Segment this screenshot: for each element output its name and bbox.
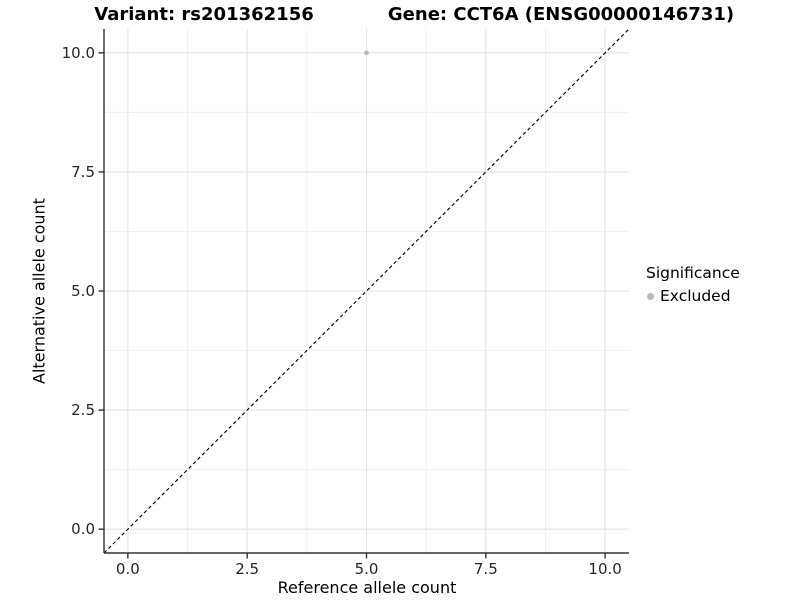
legend: Significance Excluded xyxy=(646,263,740,306)
identity-dashed-line xyxy=(103,28,630,554)
x-axis-tick-label: 5.0 xyxy=(354,560,379,578)
legend-point-icon xyxy=(647,292,654,300)
data-point xyxy=(364,50,369,56)
y-axis-tick-label: 10.0 xyxy=(61,43,95,62)
y-axis-tick-label: 2.5 xyxy=(71,401,95,420)
plot-panel xyxy=(98,28,630,559)
y-axis-tick-label: 0.0 xyxy=(71,520,95,539)
x-axis-tick-label: 10.0 xyxy=(588,560,622,578)
x-axis-tick-label: 2.5 xyxy=(235,560,260,578)
legend-item-excluded: Excluded xyxy=(646,286,740,306)
x-axis-tick-label: 0.0 xyxy=(115,560,140,578)
x-axis-tick-label: 7.5 xyxy=(473,560,498,578)
y-axis-tick-label: 5.0 xyxy=(71,282,95,300)
plot-title-variant: Variant: rs201362156 xyxy=(94,4,314,25)
legend-item-label: Excluded xyxy=(660,287,731,305)
x-axis-title: Reference allele count xyxy=(277,578,457,597)
legend-title: Significance xyxy=(646,264,740,282)
y-axis-tick-label: 7.5 xyxy=(71,162,95,181)
plot-title-gene: Gene: CCT6A (ENSG00000146731) xyxy=(387,4,735,25)
y-axis-title: Alternative allele count xyxy=(29,198,49,384)
